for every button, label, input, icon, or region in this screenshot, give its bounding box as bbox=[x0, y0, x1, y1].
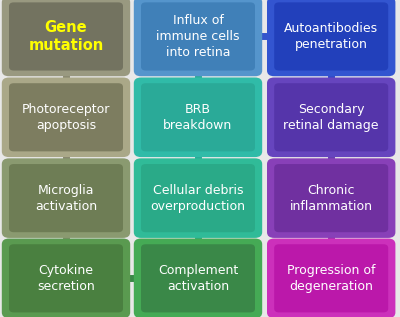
Text: Cellular debris
overproduction: Cellular debris overproduction bbox=[150, 184, 246, 213]
FancyBboxPatch shape bbox=[141, 244, 255, 313]
Text: Secondary
retinal damage: Secondary retinal damage bbox=[284, 103, 379, 132]
FancyBboxPatch shape bbox=[9, 83, 123, 152]
FancyBboxPatch shape bbox=[2, 158, 130, 238]
FancyBboxPatch shape bbox=[134, 0, 262, 76]
FancyBboxPatch shape bbox=[134, 239, 262, 317]
FancyBboxPatch shape bbox=[267, 78, 395, 157]
FancyBboxPatch shape bbox=[274, 164, 388, 232]
Text: Progression of
degeneration: Progression of degeneration bbox=[287, 264, 376, 293]
FancyBboxPatch shape bbox=[134, 78, 262, 157]
Text: Photoreceptor
apoptosis: Photoreceptor apoptosis bbox=[22, 103, 110, 132]
FancyBboxPatch shape bbox=[2, 78, 130, 157]
FancyBboxPatch shape bbox=[2, 239, 130, 317]
Text: Chronic
inflammation: Chronic inflammation bbox=[290, 184, 373, 213]
FancyBboxPatch shape bbox=[267, 239, 395, 317]
Text: Gene
mutation: Gene mutation bbox=[28, 20, 104, 53]
FancyBboxPatch shape bbox=[2, 0, 130, 76]
FancyBboxPatch shape bbox=[267, 158, 395, 238]
FancyBboxPatch shape bbox=[267, 0, 395, 76]
FancyBboxPatch shape bbox=[141, 83, 255, 152]
FancyBboxPatch shape bbox=[274, 83, 388, 152]
Text: Complement
activation: Complement activation bbox=[158, 264, 238, 293]
Text: Autoantibodies
penetration: Autoantibodies penetration bbox=[284, 22, 378, 51]
FancyBboxPatch shape bbox=[141, 3, 255, 71]
FancyBboxPatch shape bbox=[274, 3, 388, 71]
Text: Microglia
activation: Microglia activation bbox=[35, 184, 97, 213]
FancyBboxPatch shape bbox=[141, 164, 255, 232]
FancyBboxPatch shape bbox=[9, 164, 123, 232]
Text: Influx of
immune cells
into retina: Influx of immune cells into retina bbox=[156, 14, 240, 59]
FancyBboxPatch shape bbox=[9, 244, 123, 313]
FancyBboxPatch shape bbox=[274, 244, 388, 313]
Text: Cytokine
secretion: Cytokine secretion bbox=[37, 264, 95, 293]
Text: BRB
breakdown: BRB breakdown bbox=[163, 103, 233, 132]
FancyBboxPatch shape bbox=[9, 3, 123, 71]
FancyBboxPatch shape bbox=[134, 158, 262, 238]
